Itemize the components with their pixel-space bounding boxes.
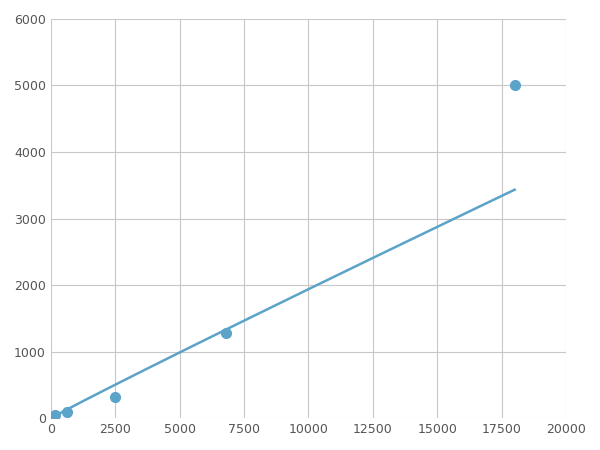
Point <box>50 411 59 418</box>
Point <box>110 393 120 400</box>
Point <box>62 408 71 415</box>
Point <box>221 329 231 337</box>
Point <box>510 82 520 89</box>
